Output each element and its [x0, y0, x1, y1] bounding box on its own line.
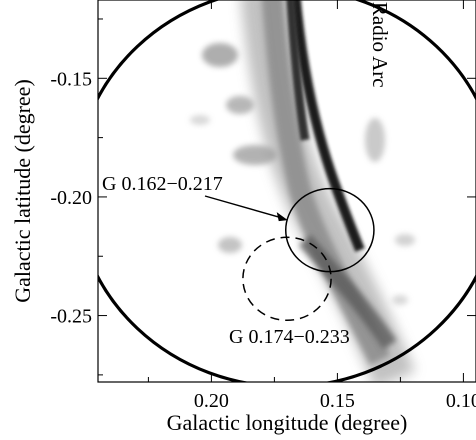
plot-frame	[97, 0, 476, 383]
y-tick-label: -0.15	[50, 68, 92, 90]
y-axis-label: Galactic latitude (degree)	[10, 79, 35, 303]
source-region-label: G 0.162−0.217	[102, 173, 223, 195]
overlay-layer	[98, 0, 476, 382]
y-axis: -0.15 -0.20 -0.25	[50, 18, 476, 376]
x-tick-label: 0.15	[320, 390, 355, 412]
x-tick-label: 0.10	[446, 390, 476, 412]
y-tick-label: -0.25	[50, 306, 92, 328]
x-axis-label: Galactic longitude (degree)	[167, 410, 408, 435]
x-axis: 0.20 0.15 0.10	[147, 0, 476, 412]
annotation-arrow	[204, 195, 283, 219]
background-region-label: G 0.174−0.233	[229, 326, 350, 348]
plot-area	[98, 0, 476, 382]
radio-arc-label: Radio Arc	[368, 2, 392, 88]
background-region-circle	[242, 236, 332, 322]
annotations: Radio Arc G 0.162−0.217 G 0.174−0.233	[102, 2, 392, 348]
arrow-head	[276, 212, 288, 222]
radio-arc-emission	[190, 0, 416, 382]
y-tick-label: -0.20	[50, 187, 92, 209]
x-tick-label: 0.20	[194, 390, 229, 412]
